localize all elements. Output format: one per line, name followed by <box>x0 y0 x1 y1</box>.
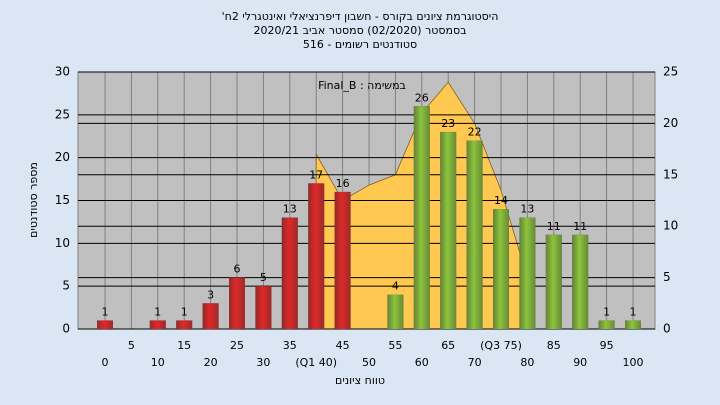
data-label: 1 <box>630 305 637 318</box>
data-label: 26 <box>415 91 429 104</box>
x-tick-label: 45 <box>336 339 350 352</box>
bar <box>202 303 219 329</box>
data-label: 13 <box>283 203 297 216</box>
bar <box>334 191 351 329</box>
data-label: 16 <box>336 177 350 190</box>
x-tick-label: 25 <box>230 339 244 352</box>
x-tick-label: 70 <box>468 356 482 369</box>
bar <box>97 320 113 329</box>
bar <box>387 294 404 329</box>
bar <box>281 217 298 329</box>
x-tick-label: 55 <box>388 339 402 352</box>
x-tick-label: (Q3 75) <box>480 339 522 352</box>
bar <box>519 217 536 329</box>
data-label: 13 <box>520 203 534 216</box>
data-label: 1 <box>154 305 161 318</box>
data-label: 6 <box>234 263 241 276</box>
y2-tick-label: 0 <box>663 322 671 336</box>
x-tick-label: 90 <box>573 356 587 369</box>
bar <box>176 320 193 329</box>
data-label: 11 <box>547 220 561 233</box>
data-label: 3 <box>207 288 214 301</box>
data-label: 11 <box>573 220 587 233</box>
y-tick-label: 15 <box>55 193 70 207</box>
chart-subtitle: בסמסטר (02/2020) סמסטר אביב 2020/21 <box>253 24 466 37</box>
bar <box>545 234 562 329</box>
data-label: 5 <box>260 271 267 284</box>
x-tick-label: 15 <box>177 339 191 352</box>
data-label: 23 <box>441 117 455 130</box>
data-label: 14 <box>494 194 508 207</box>
y2-tick-label: 5 <box>663 270 671 284</box>
y2-tick-label: 20 <box>663 116 678 130</box>
y-tick-label: 20 <box>55 150 70 164</box>
bar <box>598 320 615 329</box>
y2-tick-label: 25 <box>663 65 678 79</box>
bar <box>466 140 483 329</box>
y-tick-label: 25 <box>55 107 70 121</box>
x-tick-label: 95 <box>600 339 614 352</box>
y-axis-label: מספר סטודנטים <box>27 162 40 238</box>
y-tick-label: 10 <box>55 236 70 250</box>
bar <box>149 320 166 329</box>
x-tick-label: 60 <box>415 356 429 369</box>
bar <box>308 183 325 329</box>
x-tick-label: 65 <box>441 339 455 352</box>
bar <box>229 277 245 329</box>
bar <box>440 131 457 329</box>
y2-tick-label: 10 <box>663 219 678 233</box>
data-label: 1 <box>102 305 109 318</box>
chart-title: 'היסטוגרמת ציונים בקורס - חשבון דיפרנציא… <box>222 10 499 23</box>
bar <box>493 209 509 329</box>
x-tick-label: 30 <box>256 356 270 369</box>
x-tick-label: 80 <box>520 356 534 369</box>
bar <box>255 286 272 329</box>
bar <box>625 320 641 329</box>
x-axis-label: טווח ציונים <box>335 374 385 387</box>
data-label: 22 <box>468 126 482 139</box>
y2-tick-label: 15 <box>663 167 678 181</box>
x-tick-label: 35 <box>283 339 297 352</box>
y-tick-label: 0 <box>62 322 70 336</box>
bar <box>413 106 430 330</box>
x-tick-label: 0 <box>102 356 109 369</box>
x-tick-label: 10 <box>151 356 165 369</box>
x-tick-label: 5 <box>128 339 135 352</box>
data-label: 1 <box>603 305 610 318</box>
x-tick-label: 100 <box>623 356 644 369</box>
data-label: 1 <box>181 305 188 318</box>
x-tick-label: 20 <box>204 356 218 369</box>
y-tick-label: 5 <box>62 279 70 293</box>
data-label: 4 <box>392 280 399 293</box>
x-tick-label: 50 <box>362 356 376 369</box>
chart-subtitle: סטודנטים רשומים - 516 <box>303 38 417 51</box>
bar <box>572 234 589 329</box>
annotation: Final_B : במשימה <box>318 79 406 92</box>
data-label: 17 <box>309 168 323 181</box>
x-tick-label: 85 <box>547 339 561 352</box>
y-tick-label: 30 <box>55 65 70 79</box>
x-tick-label: (Q1 40) <box>295 356 337 369</box>
